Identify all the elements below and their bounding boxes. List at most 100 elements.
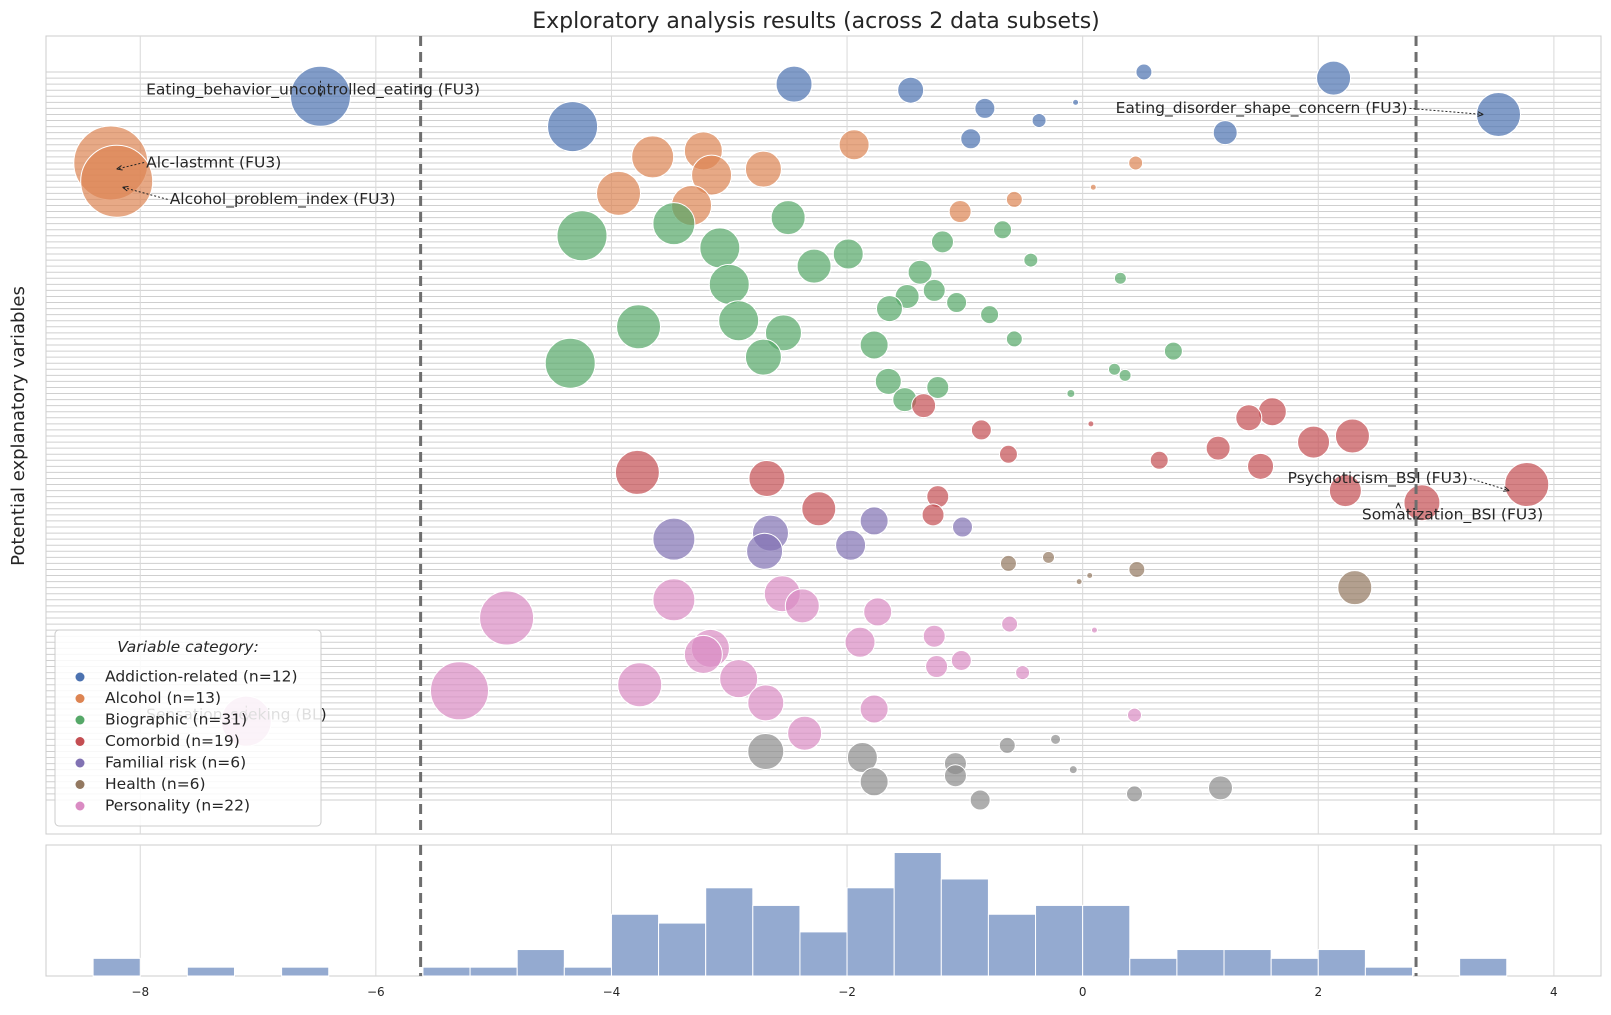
scatter-point [1050, 733, 1062, 745]
scatter-point [1127, 707, 1142, 723]
scatter-point [950, 649, 972, 671]
scatter-point [998, 736, 1016, 754]
scatter-point [1403, 484, 1441, 522]
histogram-bar [1364, 966, 1414, 977]
scatter-point [617, 662, 663, 708]
histogram-bar [893, 852, 942, 977]
scatter-point [1066, 389, 1076, 399]
legend: Variable category: Addiction-related (n=1… [54, 629, 322, 827]
annotation-arrowhead [1503, 486, 1510, 492]
annotation-label: Eating_behavior_uncontrolled_eating (FU3… [146, 81, 480, 100]
scatter-point [708, 263, 750, 305]
histogram-bar [1129, 957, 1178, 977]
scatter-points [73, 60, 1550, 811]
scatter-point [784, 588, 820, 624]
scatter-point [859, 506, 889, 536]
scatter-point [946, 292, 968, 314]
scatter-point [1128, 155, 1144, 171]
scatter-point [787, 715, 823, 751]
scatter-point [747, 732, 785, 770]
scatter-point [1005, 330, 1023, 348]
annotation-arrow [1469, 477, 1510, 492]
legend-marker [75, 780, 85, 789]
scatter-point [1005, 190, 1023, 208]
x-tick-label: 2 [1314, 985, 1322, 999]
x-tick-label: −6 [367, 985, 385, 999]
legend-label: Addiction-related (n=12) [105, 668, 298, 686]
scatter-point [875, 295, 903, 323]
scatter-point [775, 65, 813, 103]
scatter-point [838, 129, 870, 161]
legend-marker [75, 737, 85, 746]
legend-marker [75, 715, 85, 725]
scatter-point [1126, 785, 1143, 803]
scatter-point [925, 655, 949, 679]
histogram-bar [281, 966, 330, 977]
histogram-bar [987, 913, 1037, 977]
histogram-bar [658, 922, 707, 977]
histogram-bar [940, 878, 989, 977]
legend-label: Alcohol (n=13) [105, 689, 221, 707]
scatter-point [699, 227, 741, 269]
scatter-point [874, 367, 902, 395]
chart-title: Exploratory analysis results (across 2 d… [532, 9, 1100, 34]
x-tick-label: 0 [1079, 985, 1087, 999]
scatter-point [907, 259, 933, 285]
scatter-point [596, 170, 642, 216]
annotation-arrow [1409, 107, 1484, 115]
threshold-lines [419, 36, 1418, 834]
scatter-point [1031, 113, 1047, 129]
scatter-point [993, 220, 1013, 240]
legend-label: Personality (n=22) [105, 797, 250, 815]
scatter-point [1316, 60, 1352, 96]
scatter-point [1247, 452, 1275, 480]
annotation-label: Alc-lastmnt (FU3) [146, 154, 281, 172]
scatter-point [1205, 435, 1231, 461]
scatter-point [544, 337, 596, 389]
scatter-point [863, 597, 893, 627]
histogram-threshold-lines [419, 845, 1418, 976]
scatter-point [897, 76, 925, 104]
scatter-point [1107, 362, 1121, 376]
scatter-point [930, 230, 954, 254]
legend-label: Health (n=6) [105, 775, 206, 793]
scatter-point [832, 238, 864, 270]
histogram-bar [1317, 949, 1366, 977]
scatter-point [1015, 665, 1031, 681]
histogram-bar [1270, 957, 1319, 977]
annotations: Eating_behavior_uncontrolled_eating (FU3… [116, 80, 1543, 725]
scatter-point [1090, 626, 1098, 634]
scatter-point [1068, 765, 1078, 775]
scatter-point [796, 248, 832, 284]
annotation-arrow [116, 162, 145, 170]
histogram-bar [705, 887, 754, 977]
annotation-arrowhead [1395, 502, 1402, 509]
scatter-point [1334, 418, 1370, 454]
annotation-arrowhead [317, 90, 324, 97]
scatter-point [719, 659, 759, 699]
scatter-point [970, 419, 992, 441]
scatter-point [801, 491, 837, 527]
scatter-point [764, 314, 802, 352]
annotation-label: Alcohol_problem_index (FU3) [170, 190, 396, 209]
scatter-point [998, 444, 1018, 464]
scatter-point [614, 449, 660, 495]
annotation-arrowhead [122, 185, 129, 192]
annotation-label: Eating_disorder_shape_concern (FU3) [1116, 99, 1408, 118]
scatter-point [922, 278, 946, 302]
scatter-point [1087, 420, 1095, 428]
legend-label: Comorbid (n=19) [105, 732, 240, 750]
scatter-point [652, 517, 696, 561]
annotation-arrowhead [1477, 111, 1484, 117]
scatter-point [969, 789, 991, 811]
scatter-point [80, 144, 154, 218]
histogram-bar [752, 904, 801, 977]
scatter-point [691, 154, 733, 196]
scatter-point [1235, 404, 1263, 432]
legend-marker [75, 672, 85, 682]
histogram-bar [1459, 957, 1508, 977]
scatter-point [770, 200, 806, 236]
scatter-point [952, 516, 974, 538]
histogram-bar [1223, 949, 1272, 977]
